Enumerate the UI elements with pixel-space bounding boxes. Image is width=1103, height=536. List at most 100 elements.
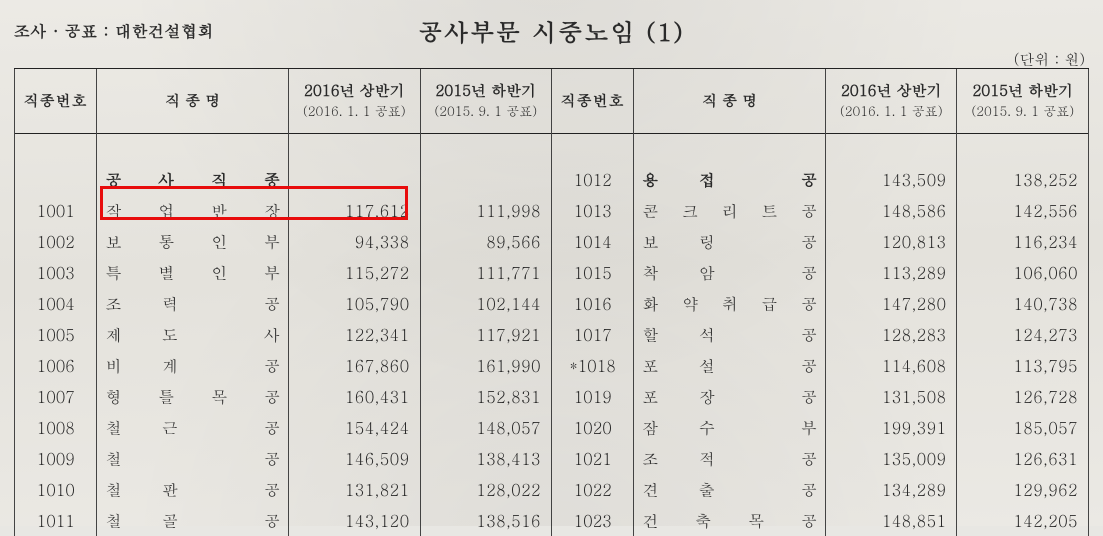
value-2016h1 [289, 164, 420, 195]
table-row: 1002보통인부94,33889,5661014보링 공120,813116,2… [15, 226, 1089, 257]
col-name-right: 직 종 명 [634, 69, 826, 133]
value-2015h2: 152,831 [420, 381, 551, 412]
spacer [826, 133, 957, 164]
job-name: 건축목공 [634, 505, 826, 536]
job-name: 작업반장 [97, 195, 289, 226]
job-no: 1006 [15, 350, 97, 381]
value-2016h1: 128,283 [826, 319, 957, 350]
value-2016h1: 105,790 [289, 288, 420, 319]
value-2016h1: 154,424 [289, 412, 420, 443]
value-2016h1: 134,289 [826, 474, 957, 505]
job-no: 1001 [15, 195, 97, 226]
value-2016h1: 143,509 [826, 164, 957, 195]
value-2015h2: 116,234 [957, 226, 1089, 257]
value-2016h1: 199,391 [826, 412, 957, 443]
job-no: 1004 [15, 288, 97, 319]
col-no-left: 직종번호 [15, 69, 97, 133]
table-row: 1011철골 공143,120138,5161023건축목공148,851142… [15, 505, 1089, 536]
wage-table: 직종번호 직 종 명 2016년 상반기(2016. 1. 1 공표) 2015… [14, 69, 1089, 536]
value-2016h1: 113,289 [826, 257, 957, 288]
value-2016h1: 146,509 [289, 443, 420, 474]
job-no: 1008 [15, 412, 97, 443]
value-2015h2: 111,998 [420, 195, 551, 226]
spacer [15, 133, 97, 164]
job-no: 1020 [551, 412, 633, 443]
table-row: 공사직종 1012용접 공143,509138,252 [15, 164, 1089, 195]
job-no: 1003 [15, 257, 97, 288]
value-2016h1: 94,338 [289, 226, 420, 257]
value-2016h1: 148,851 [826, 505, 957, 536]
value-2016h1: 122,341 [289, 319, 420, 350]
table-body: 공사직종1012용접 공143,509138,2521001작업반장117,61… [15, 133, 1089, 536]
table-row: 1009철 공146,509138,4131021조적 공135,009126,… [15, 443, 1089, 474]
col-v1-left: 2016년 상반기(2016. 1. 1 공표) [289, 69, 420, 133]
job-name: 콘크리트공 [634, 195, 826, 226]
job-name: 조력 공 [97, 288, 289, 319]
value-2015h2: 185,057 [957, 412, 1089, 443]
job-no: 1007 [15, 381, 97, 412]
value-2016h1: 135,009 [826, 443, 957, 474]
value-2015h2 [420, 164, 551, 195]
value-2015h2: 102,144 [420, 288, 551, 319]
spacer [551, 133, 633, 164]
job-name: 철 공 [97, 443, 289, 474]
job-name: 착암 공 [634, 257, 826, 288]
value-2015h2: 111,771 [420, 257, 551, 288]
col-v1-right: 2016년 상반기(2016. 1. 1 공표) [826, 69, 957, 133]
table-row: 1003특별인부115,272111,7711015착암 공113,289106… [15, 257, 1089, 288]
value-2016h1: 147,280 [826, 288, 957, 319]
job-no: 1005 [15, 319, 97, 350]
job-name: 화약취급공 [634, 288, 826, 319]
spacer [420, 133, 551, 164]
value-2015h2: 106,060 [957, 257, 1089, 288]
table-row: 1010철판 공131,821128,0221022견출 공134,289129… [15, 474, 1089, 505]
value-2016h1: 114,608 [826, 350, 957, 381]
value-2015h2: 117,921 [420, 319, 551, 350]
job-name: 비계 공 [97, 350, 289, 381]
job-name: 특별인부 [97, 257, 289, 288]
value-2015h2: 148,057 [420, 412, 551, 443]
value-2015h2: 138,252 [957, 164, 1089, 195]
job-name: 잠수 부 [634, 412, 826, 443]
spacer [289, 133, 420, 164]
job-name: 할석 공 [634, 319, 826, 350]
job-name: 보링 공 [634, 226, 826, 257]
value-2016h1: 117,612 [289, 195, 420, 226]
value-2015h2: 126,728 [957, 381, 1089, 412]
value-2015h2: 142,556 [957, 195, 1089, 226]
job-name: 제도 사 [97, 319, 289, 350]
value-2016h1: 143,120 [289, 505, 420, 536]
job-name: 공사직종 [97, 164, 289, 195]
spacer [957, 133, 1089, 164]
job-no: 1014 [551, 226, 633, 257]
value-2016h1: 115,272 [289, 257, 420, 288]
col-no-right: 직종번호 [551, 69, 633, 133]
value-2016h1: 120,813 [826, 226, 957, 257]
job-no: 1012 [551, 164, 633, 195]
spacer [97, 133, 289, 164]
value-2015h2: 140,738 [957, 288, 1089, 319]
value-2015h2: 138,516 [420, 505, 551, 536]
job-name: 보통인부 [97, 226, 289, 257]
col-v2-left: 2015년 하반기(2015. 9. 1 공표) [420, 69, 551, 133]
job-no: 1023 [551, 505, 633, 536]
header-bar: 조사 · 공표 : 대한건설협회 공사부문 시중노임 (1) (단위 : 원) [14, 8, 1089, 48]
job-no: 1016 [551, 288, 633, 319]
job-name: 철근 공 [97, 412, 289, 443]
col-name-left: 직 종 명 [97, 69, 289, 133]
job-no: 1013 [551, 195, 633, 226]
value-2016h1: 148,586 [826, 195, 957, 226]
job-name: 포장 공 [634, 381, 826, 412]
job-no: 1002 [15, 226, 97, 257]
job-name: 조적 공 [634, 443, 826, 474]
spacer [634, 133, 826, 164]
value-2015h2: 89,566 [420, 226, 551, 257]
table-row: 1001작업반장117,612111,9981013콘크리트공148,58614… [15, 195, 1089, 226]
table-row: 1006비계 공167,860161,990*1018포설 공114,60811… [15, 350, 1089, 381]
job-name: 형틀목공 [97, 381, 289, 412]
value-2015h2: 129,962 [957, 474, 1089, 505]
table-wrap: 직종번호 직 종 명 2016년 상반기(2016. 1. 1 공표) 2015… [14, 68, 1089, 536]
job-name: 용접 공 [634, 164, 826, 195]
table-row: 1007형틀목공160,431152,8311019포장 공131,508126… [15, 381, 1089, 412]
value-2015h2: 128,022 [420, 474, 551, 505]
